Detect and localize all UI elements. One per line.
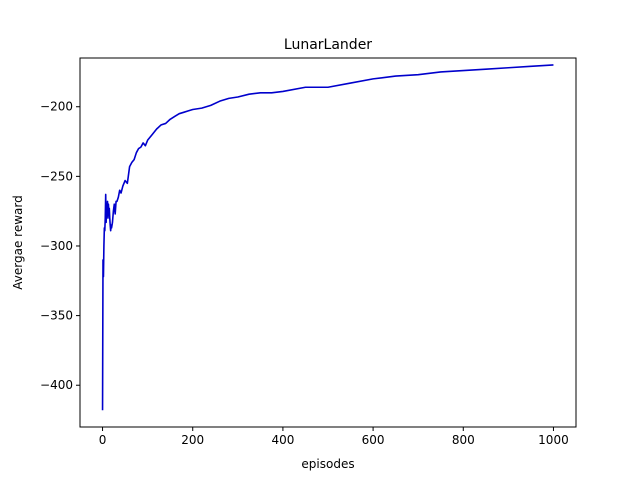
x-axis-label: episodes	[301, 457, 354, 471]
y-tick-label: −400	[40, 378, 73, 392]
plot-area	[101, 64, 554, 411]
x-tick-label: 1000	[538, 433, 569, 447]
x-tick-label: 400	[271, 433, 294, 447]
y-axis-ticks: −400 −350 −300 −250 −200	[40, 100, 80, 392]
axes-frame	[79, 57, 577, 428]
y-tick-label: −350	[40, 309, 73, 323]
y-axis-label: Avergae reward	[11, 195, 25, 289]
y-tick-label: −300	[40, 239, 73, 253]
x-tick-label: 800	[452, 433, 475, 447]
x-axis-ticks: 0 200 400 600 800 1000	[99, 427, 569, 447]
y-tick-label: −250	[40, 169, 73, 183]
x-tick-label: 600	[362, 433, 385, 447]
series-line-0	[101, 64, 554, 411]
chart-title: LunarLander	[284, 37, 372, 53]
x-tick-label: 200	[181, 433, 204, 447]
x-tick-label: 0	[99, 433, 107, 447]
y-tick-label: −200	[40, 100, 73, 114]
